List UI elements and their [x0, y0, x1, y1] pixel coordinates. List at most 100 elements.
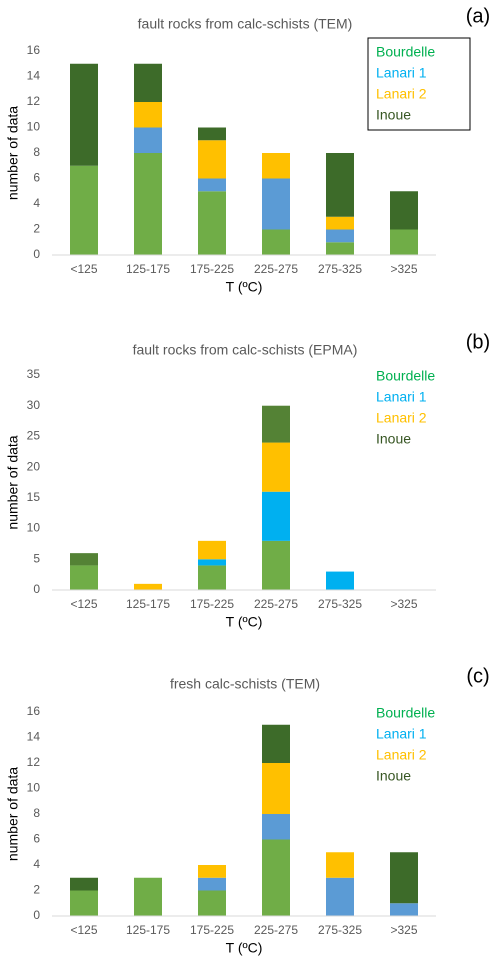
y-tick-label: 2: [33, 222, 40, 236]
y-tick-label: 8: [33, 145, 40, 159]
x-tick-label: 275-325: [318, 597, 362, 611]
bar-segment: [198, 559, 226, 566]
x-axis-title: T (ºC): [226, 614, 263, 630]
legend-label: Bourdelle: [376, 368, 435, 384]
x-tick-label: 225-275: [254, 597, 298, 611]
bar-segment: [390, 852, 418, 904]
bar-segment: [262, 442, 290, 492]
panel-label: (a): [466, 5, 490, 27]
y-axis-title: number of data: [5, 767, 21, 861]
x-tick-label: 125-175: [126, 923, 170, 937]
legend-label: Bourdelle: [376, 44, 435, 60]
legend-label: Lanari 1: [376, 389, 427, 405]
y-tick-label: 2: [33, 883, 40, 897]
x-tick-label: 275-325: [318, 923, 362, 937]
bar-segment: [198, 178, 226, 192]
y-tick-label: 15: [27, 490, 41, 504]
bar-segment: [262, 178, 290, 230]
y-tick-label: 20: [27, 459, 41, 473]
bar-segment: [134, 102, 162, 128]
y-tick-label: 16: [27, 43, 41, 57]
y-tick-label: 5: [33, 551, 40, 565]
legend-label: Lanari 1: [376, 65, 427, 81]
bar-segment: [134, 877, 162, 916]
bar-segment: [70, 877, 98, 891]
bar-segment: [198, 540, 226, 560]
bar-segment: [70, 63, 98, 166]
y-tick-label: 10: [27, 521, 41, 535]
bar-segment: [70, 890, 98, 916]
bar-segment: [198, 865, 226, 878]
x-tick-label: >325: [390, 262, 417, 276]
x-tick-label: 175-225: [190, 597, 234, 611]
bar-segment: [262, 724, 290, 763]
x-tick-label: 125-175: [126, 597, 170, 611]
x-tick-label: 225-275: [254, 262, 298, 276]
bar-segment: [390, 229, 418, 255]
bar-segment: [134, 583, 162, 590]
legend-label: Lanari 1: [376, 726, 427, 742]
bar-segment: [134, 127, 162, 153]
x-tick-label: <125: [70, 262, 97, 276]
y-tick-label: 16: [27, 704, 41, 718]
x-tick-label: 225-275: [254, 923, 298, 937]
y-tick-label: 0: [33, 582, 40, 596]
bar-segment: [326, 216, 354, 230]
legend: Bourdelle Lanari 1 Lanari 2 Inoue: [367, 37, 471, 131]
bar-segment: [134, 153, 162, 255]
x-tick-label: 175-225: [190, 923, 234, 937]
legend-label: Lanari 2: [376, 86, 427, 102]
bar-segment: [134, 63, 162, 102]
bar-segment: [198, 140, 226, 179]
legend: Bourdelle Lanari 1 Lanari 2 Inoue: [376, 705, 435, 784]
bar-segment: [326, 571, 354, 590]
y-tick-label: 8: [33, 806, 40, 820]
chart-title: fault rocks from calc-schists (EPMA): [133, 342, 358, 358]
legend-label: Lanari 2: [376, 410, 427, 426]
y-tick-label: 12: [27, 94, 41, 108]
x-tick-label: <125: [70, 597, 97, 611]
y-tick-label: 10: [27, 120, 41, 134]
bar-segment: [262, 405, 290, 443]
legend-label: Inoue: [376, 768, 411, 784]
bar-segment: [326, 852, 354, 878]
bar-segment: [262, 153, 290, 179]
bar-segment: [262, 491, 290, 541]
y-tick-label: 6: [33, 832, 40, 846]
y-tick-label: 6: [33, 171, 40, 185]
bar-segment: [262, 839, 290, 916]
bar-segment: [326, 229, 354, 243]
legend-label: Inoue: [376, 107, 411, 123]
chart-title: fresh calc-schists (TEM): [170, 676, 320, 692]
y-tick-label: 25: [27, 429, 41, 443]
y-tick-label: 14: [27, 69, 41, 83]
y-tick-label: 4: [33, 196, 40, 210]
bar-segment: [326, 153, 354, 217]
panel-label: (b): [466, 331, 490, 353]
y-tick-label: 35: [27, 367, 41, 381]
bar-segment: [198, 877, 226, 891]
bar-segment: [70, 165, 98, 255]
bar-segment: [70, 565, 98, 590]
bar-segment: [390, 903, 418, 916]
chart: fault rocks from calc-schists (EPMA) (b) n…: [5, 331, 491, 629]
legend-label: Bourdelle: [376, 705, 435, 721]
chart: fresh calc-schists (TEM) (c) number of dat…: [5, 665, 490, 955]
bar-segment: [198, 565, 226, 590]
x-tick-label: 175-225: [190, 262, 234, 276]
x-tick-label: <125: [70, 923, 97, 937]
bar-segment: [262, 763, 290, 814]
y-tick-label: 0: [33, 247, 40, 261]
bar-segment: [262, 540, 290, 590]
bar-segment: [198, 127, 226, 141]
bar-segment: [198, 890, 226, 916]
x-tick-label: 275-325: [318, 262, 362, 276]
bar-segment: [198, 191, 226, 255]
bar-segment: [390, 191, 418, 230]
y-tick-label: 12: [27, 755, 41, 769]
legend: Bourdelle Lanari 1 Lanari 2 Inoue: [376, 368, 435, 447]
x-tick-label: >325: [390, 597, 417, 611]
y-axis-title: number of data: [5, 106, 21, 200]
x-axis-title: T (ºC): [226, 940, 263, 956]
